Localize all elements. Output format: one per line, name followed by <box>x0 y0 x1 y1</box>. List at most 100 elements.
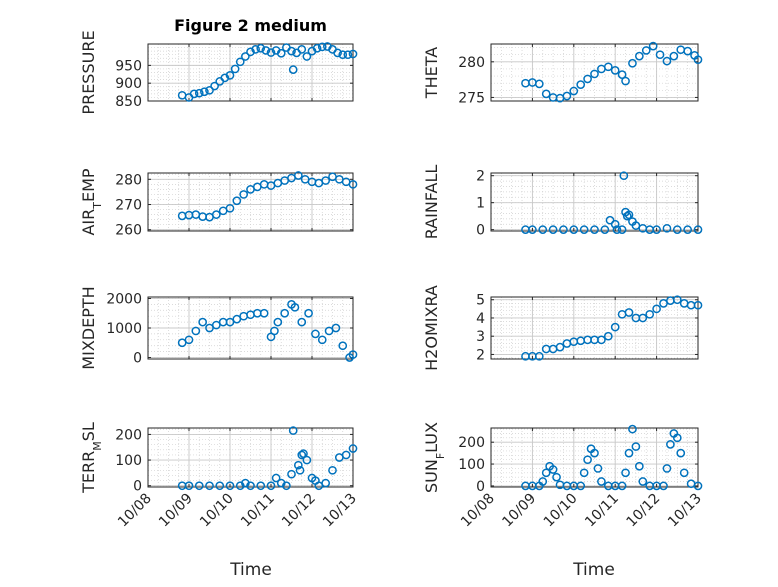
data-point <box>297 317 307 327</box>
tick-marks <box>147 44 354 102</box>
data-point <box>321 478 331 488</box>
data-point <box>652 225 661 235</box>
plot-area <box>148 428 353 487</box>
data-point <box>612 225 622 235</box>
data-point <box>648 41 658 51</box>
data-point <box>603 62 613 72</box>
data-point <box>576 80 586 89</box>
data-point <box>621 76 630 86</box>
data-point <box>211 320 221 330</box>
data-point <box>593 464 603 473</box>
y-tick-label: 275 <box>458 90 485 106</box>
data-point <box>251 44 260 54</box>
data-point <box>225 317 235 327</box>
y-axis-label-text: SUN <box>422 459 441 493</box>
data-point <box>276 48 286 58</box>
data-point <box>576 481 586 491</box>
data-point <box>600 225 610 235</box>
y-axis-label: PRESSURE <box>79 30 98 114</box>
data-point <box>669 51 679 61</box>
y-axis-label: H2OMIXRA <box>422 285 441 371</box>
data-point <box>215 481 225 491</box>
data-point <box>610 219 620 229</box>
data-point <box>184 335 194 345</box>
data-point <box>541 89 551 99</box>
y-tick-label: 100 <box>458 457 485 473</box>
data-point <box>246 47 255 57</box>
data-point <box>280 308 290 318</box>
y-tick-label: 0 <box>476 479 485 495</box>
data-point <box>341 450 351 460</box>
data-point <box>198 317 208 327</box>
data-point <box>597 477 606 486</box>
data-point <box>311 329 320 339</box>
data-series <box>177 300 358 362</box>
data-point <box>282 481 291 491</box>
data-series <box>521 424 703 491</box>
data-point <box>583 455 592 465</box>
data-point <box>343 50 353 60</box>
data-point <box>299 449 308 459</box>
data-series <box>521 295 703 361</box>
y-tick-label: 280 <box>458 55 485 71</box>
data-point <box>631 442 641 451</box>
data-point <box>534 351 544 361</box>
data-point <box>189 89 199 99</box>
data-point <box>205 481 214 491</box>
y-tick-label: 2000 <box>106 291 142 307</box>
y-axis-label: MIXDEPTH <box>79 286 98 369</box>
data-point <box>683 46 693 56</box>
data-point <box>302 52 312 61</box>
data-point <box>548 465 558 474</box>
y-tick-label: 0 <box>133 479 142 495</box>
y-tick-label: 260 <box>115 223 142 239</box>
data-point <box>662 56 672 66</box>
y-tick-label: 1 <box>476 196 485 212</box>
y-axis-label-subscript: F <box>434 453 447 459</box>
data-series <box>177 171 358 222</box>
data-point <box>617 481 627 491</box>
data-point <box>200 87 209 97</box>
data-point <box>205 323 214 333</box>
y-tick-label: 850 <box>115 94 142 110</box>
data-point <box>232 314 242 324</box>
data-point <box>241 52 250 61</box>
data-point <box>191 326 201 336</box>
data-point <box>302 455 312 465</box>
data-point <box>559 225 568 235</box>
data-point <box>617 70 627 79</box>
y-tick-label: 4 <box>476 311 485 327</box>
y-tick-label: 0 <box>133 351 142 367</box>
y-axis-label: TERRMSL <box>79 422 104 494</box>
data-point <box>624 210 634 220</box>
data-point <box>235 57 245 67</box>
data-point <box>177 338 187 348</box>
data-point <box>230 64 240 74</box>
data-point <box>266 48 276 57</box>
data-point <box>641 46 651 55</box>
data-point <box>333 48 342 58</box>
data-point <box>635 51 644 61</box>
y-tick-label: 3 <box>476 329 485 345</box>
axes-box <box>147 172 354 232</box>
data-point <box>348 350 358 359</box>
data-point <box>256 481 266 491</box>
tick-marks <box>147 428 354 487</box>
data-point <box>619 171 629 181</box>
data-point <box>261 46 271 55</box>
data-point <box>331 323 341 333</box>
data-point <box>273 317 283 327</box>
y-axis-label-text: AIR <box>79 209 98 236</box>
y-tick-label: 100 <box>115 453 142 469</box>
data-point <box>672 225 682 235</box>
data-point <box>621 468 630 478</box>
subplot-3: 260 270 280 AIRTEMP <box>79 168 358 239</box>
data-point <box>287 469 296 479</box>
data-point <box>655 50 665 60</box>
data-point <box>548 225 558 235</box>
data-point <box>638 313 648 323</box>
data-point <box>348 49 358 59</box>
data-point <box>225 71 235 80</box>
